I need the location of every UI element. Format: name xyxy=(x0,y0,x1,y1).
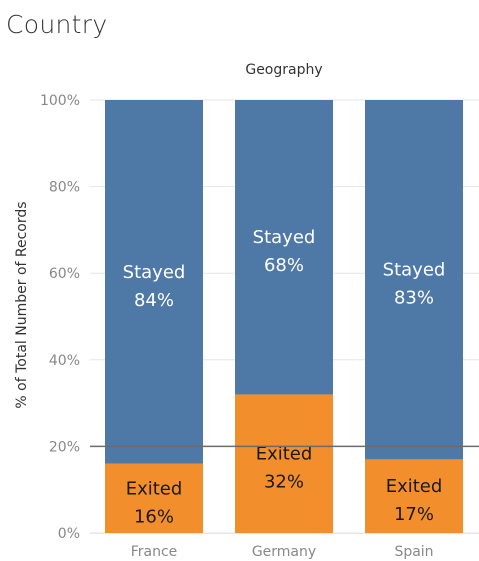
x-tick-label: France xyxy=(131,544,178,560)
bar-value-label: 84% xyxy=(134,290,174,311)
y-tick-label: 0% xyxy=(58,526,80,542)
bar-value-label: 32% xyxy=(264,472,304,493)
bar-value-label: 83% xyxy=(394,288,434,309)
bar-exited-france[interactable] xyxy=(105,463,203,533)
y-tick-label: 20% xyxy=(49,439,80,455)
y-tick-label: 100% xyxy=(40,93,80,109)
bar-stayed-germany[interactable] xyxy=(235,100,333,395)
bar-exited-spain[interactable] xyxy=(365,459,463,533)
bar-segment-name-label: Stayed xyxy=(383,260,446,281)
y-axis-label: % of Total Number of Records xyxy=(14,201,30,408)
bar-exited-germany[interactable] xyxy=(235,394,333,533)
bar-stayed-france[interactable] xyxy=(105,100,203,464)
bar-value-label: 68% xyxy=(264,255,304,276)
bar-segment-name-label: Stayed xyxy=(123,262,186,283)
bar-value-label: 17% xyxy=(394,504,434,525)
bars xyxy=(105,100,463,533)
bar-stayed-spain[interactable] xyxy=(365,100,463,460)
x-tick-label: Spain xyxy=(394,544,433,560)
bar-segment-name-label: Exited xyxy=(126,478,183,499)
chart-title: Country xyxy=(6,10,108,39)
column-header: Geography xyxy=(245,62,322,78)
bar-segment-name-label: Exited xyxy=(256,444,313,465)
bar-segment-name-label: Stayed xyxy=(253,227,316,248)
y-tick-label: 40% xyxy=(49,353,80,369)
axes: 0% 20% 40% 60% 80% 100% France Germany Spain xyxy=(40,93,479,560)
data-labels: Exited 16% Stayed 84% Exited 32% Stayed 68% Exit… xyxy=(90,227,479,527)
x-tick-label: Germany xyxy=(252,544,316,560)
bar-value-label: 16% xyxy=(134,506,174,527)
y-tick-label: 80% xyxy=(49,180,80,196)
y-tick-label: 60% xyxy=(49,266,80,282)
bar-segment-name-label: Exited xyxy=(386,476,443,497)
